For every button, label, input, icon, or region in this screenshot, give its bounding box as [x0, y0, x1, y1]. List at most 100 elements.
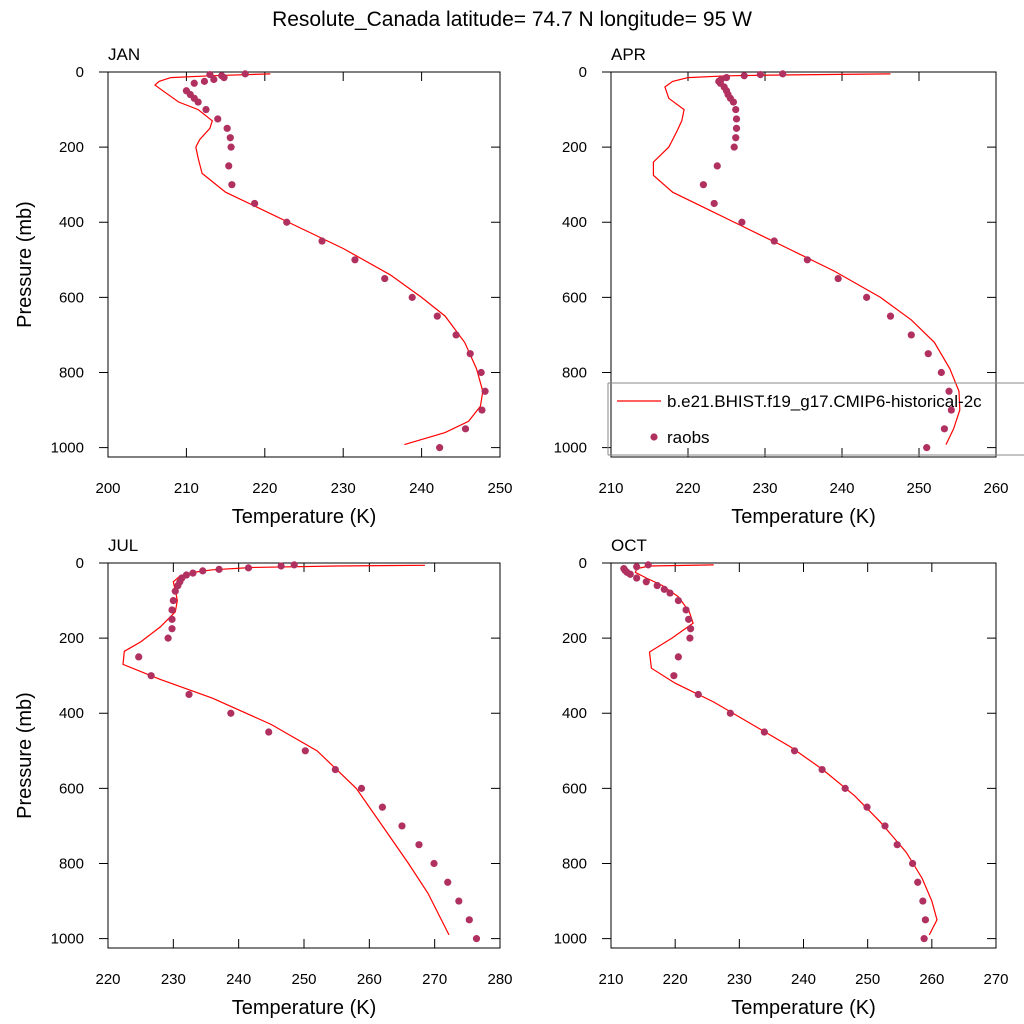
- obs-point: [351, 256, 359, 264]
- obs-point: [174, 581, 182, 590]
- obs-point: [626, 570, 634, 578]
- x-tick-label: 250: [855, 971, 880, 988]
- obs-point: [283, 218, 291, 226]
- obs-point: [779, 70, 787, 78]
- y-tick-label: 200: [59, 139, 84, 156]
- obs-point: [803, 256, 811, 264]
- y-tick-label: 600: [59, 289, 84, 306]
- obs-point: [301, 747, 309, 755]
- obs-point: [921, 916, 930, 924]
- x-tick-label: 240: [791, 971, 816, 988]
- y-tick-label: 1000: [554, 440, 587, 457]
- panel-title: JAN: [108, 45, 140, 64]
- obs-point: [169, 596, 177, 605]
- obs-point: [726, 709, 734, 717]
- obs-point: [642, 578, 650, 586]
- x-tick-label: 220: [95, 971, 120, 988]
- obs-point: [481, 387, 489, 395]
- panel-title: OCT: [611, 536, 647, 555]
- obs-point: [907, 331, 915, 339]
- obs-point: [168, 606, 176, 614]
- obs-point: [466, 350, 474, 358]
- obs-point: [863, 293, 871, 301]
- y-tick-label: 600: [59, 780, 84, 797]
- plot-frame: [107, 71, 501, 458]
- y-tick-label: 800: [59, 364, 84, 381]
- obs-point: [164, 634, 172, 642]
- x-tick-label: 230: [331, 480, 356, 497]
- y-tick-label: 800: [562, 855, 587, 872]
- y-tick-label: 200: [562, 630, 587, 647]
- y-tick-label: 400: [59, 705, 84, 722]
- obs-point: [241, 70, 249, 78]
- obs-point: [756, 71, 764, 79]
- obs-point: [893, 841, 901, 849]
- obs-point: [674, 596, 682, 605]
- obs-point: [653, 581, 661, 590]
- obs-point: [674, 653, 682, 661]
- obs-point: [730, 143, 738, 151]
- y-tick-label: 0: [76, 64, 84, 81]
- obs-point: [378, 803, 386, 811]
- obs-point: [168, 625, 176, 633]
- obs-point: [398, 822, 406, 830]
- profile-line: [634, 564, 938, 936]
- obs-point: [770, 237, 778, 245]
- obs-point: [220, 74, 228, 82]
- y-tick-label: 800: [562, 364, 587, 381]
- obs-point: [685, 615, 693, 623]
- obs-point: [436, 444, 444, 452]
- legend-swatch: [650, 433, 658, 441]
- obs-point: [923, 444, 931, 452]
- obs-point: [699, 181, 708, 189]
- obs-point: [452, 331, 460, 339]
- legend-label: raobs: [667, 428, 710, 447]
- x-tick-label: 210: [598, 971, 623, 988]
- obs-point: [881, 822, 889, 830]
- obs-point: [886, 312, 895, 320]
- obs-point: [914, 878, 922, 886]
- obs-point: [228, 181, 236, 189]
- obs-point: [732, 115, 741, 123]
- profile-line: [154, 73, 484, 446]
- panel: OCT Temperature (K) 210 220 230 240 250 260 270 0…: [554, 536, 1009, 1019]
- obs-point: [670, 672, 678, 680]
- obs-point: [202, 105, 210, 114]
- x-tick-label: 210: [598, 480, 623, 497]
- y-tick-label: 0: [579, 64, 587, 81]
- obs-point: [863, 803, 871, 811]
- obs-point: [682, 606, 690, 614]
- x-tick-label: 250: [487, 480, 512, 497]
- obs-point: [190, 79, 198, 87]
- obs-point: [713, 162, 721, 170]
- obs-point: [381, 274, 389, 283]
- obs-point: [147, 672, 155, 680]
- y-tick-label: 0: [76, 555, 84, 572]
- plot-frame: [610, 71, 997, 458]
- y-tick-label: 1000: [554, 931, 587, 948]
- x-tick-label: 200: [95, 480, 120, 497]
- obs-point: [415, 841, 423, 849]
- obs-point: [210, 75, 218, 84]
- obs-point: [841, 784, 849, 792]
- obs-point: [908, 859, 917, 868]
- y-tick-label: 200: [562, 139, 587, 156]
- y-tick-label: 600: [562, 289, 587, 306]
- y-tick-label: 600: [562, 780, 587, 797]
- y-tick-label: 1000: [51, 931, 84, 948]
- y-tick-label: 400: [562, 214, 587, 231]
- x-tick-label: 230: [727, 971, 752, 988]
- x-tick-label: 250: [906, 480, 931, 497]
- x-axis-title: Temperature (K): [232, 997, 377, 1019]
- obs-point: [732, 124, 741, 132]
- obs-point: [666, 589, 674, 597]
- figure-title: Resolute_Canada latitude= 74.7 N longitu…: [272, 8, 752, 31]
- obs-point: [465, 916, 473, 924]
- panel-title: APR: [611, 45, 646, 64]
- y-axis-title: Pressure (mb): [14, 692, 36, 819]
- y-tick-label: 200: [59, 630, 84, 647]
- obs-point: [644, 561, 652, 569]
- obs-point: [244, 564, 253, 572]
- obs-point: [947, 406, 955, 414]
